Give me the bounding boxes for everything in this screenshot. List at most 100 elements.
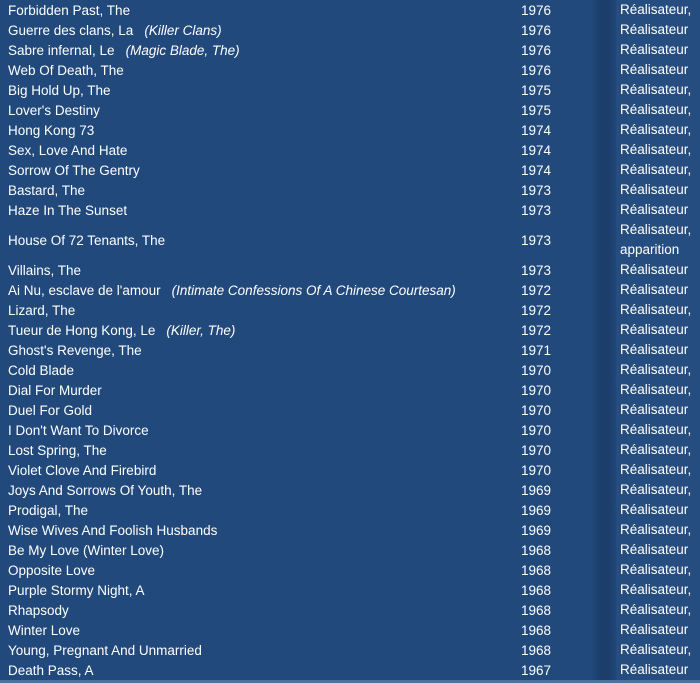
film-title[interactable]: Sorrow Of The Gentry xyxy=(8,162,140,178)
role-text: Réalisateur, xyxy=(620,422,692,437)
film-title[interactable]: Bastard, The xyxy=(8,182,86,198)
film-alt-title: (Magic Blade, The) xyxy=(125,42,240,58)
table-row: Dial For Murder 1970 Réalisateur, xyxy=(0,380,700,400)
film-title[interactable]: Cold Blade xyxy=(8,362,75,378)
film-title[interactable]: Big Hold Up, The xyxy=(8,82,111,98)
film-title[interactable]: Hong Kong 73 xyxy=(8,122,95,138)
table-row: Sabre infernal, Le (Magic Blade, The) 197… xyxy=(0,40,700,60)
film-title[interactable]: House Of 72 Tenants, The xyxy=(8,232,166,248)
role-text: Réalisateur, xyxy=(620,222,692,237)
role-text: Réalisateur, xyxy=(620,162,692,177)
film-title-cell: Prodigal, The xyxy=(8,503,497,518)
role-text: Réalisateur xyxy=(620,622,689,637)
role-text: Réalisateur, xyxy=(620,302,692,317)
year-cell: 1970 xyxy=(520,382,552,398)
table-row: Ghost's Revenge, The 1971 Réalisateur xyxy=(0,340,700,360)
film-title[interactable]: Lost Spring, The xyxy=(8,442,107,458)
year-cell: 1970 xyxy=(520,402,552,418)
role-cell: Réalisateur, xyxy=(575,560,700,580)
table-row: Haze In The Sunset 1973 Réalisateur xyxy=(0,200,700,220)
role-text: Réalisateur, xyxy=(620,482,692,497)
film-title-cell: Web Of Death, The xyxy=(8,63,497,78)
table-row: Forbidden Past, The 1976 Réalisateur, xyxy=(0,0,700,20)
year-cell: 1968 xyxy=(520,642,552,658)
film-title[interactable]: Purple Stormy Night, A xyxy=(8,582,145,598)
film-title[interactable]: Prodigal, The xyxy=(8,502,89,518)
year-cell: 1970 xyxy=(520,462,552,478)
film-alt-title: (Killer Clans) xyxy=(144,22,222,38)
role-cell: Réalisateur, xyxy=(575,140,700,160)
role-text: Réalisateur xyxy=(620,22,689,37)
year-cell: 1968 xyxy=(520,542,552,558)
year-cell: 1976 xyxy=(520,22,552,38)
film-title[interactable]: Sex, Love And Hate xyxy=(8,142,128,158)
year-cell: 1968 xyxy=(520,582,552,598)
table-row: Cold Blade 1970 Réalisateur, xyxy=(0,360,700,380)
film-title[interactable]: Lizard, The xyxy=(8,302,76,318)
film-title[interactable]: Wise Wives And Foolish Husbands xyxy=(8,522,218,538)
film-title[interactable]: Guerre des clans, La xyxy=(8,22,134,38)
film-title[interactable]: Forbidden Past, The xyxy=(8,2,131,18)
film-title[interactable]: Dial For Murder xyxy=(8,382,102,398)
film-title-cell: Ghost's Revenge, The xyxy=(8,343,497,358)
film-title-cell: Purple Stormy Night, A xyxy=(8,583,497,598)
film-title[interactable]: Joys And Sorrows Of Youth, The xyxy=(8,482,203,498)
table-row: Rhapsody 1968 Réalisateur, xyxy=(0,600,700,620)
year-cell: 1975 xyxy=(520,102,552,118)
film-title[interactable]: Be My Love (Winter Love) xyxy=(8,542,165,558)
year-cell: 1971 xyxy=(520,342,552,358)
table-row: I Don't Want To Divorce 1970 Réalisateur… xyxy=(0,420,700,440)
year-cell: 1972 xyxy=(520,282,552,298)
film-title-cell: Young, Pregnant And Unmarried xyxy=(8,643,497,658)
film-title[interactable]: Lover's Destiny xyxy=(8,102,100,118)
film-title-cell: Cold Blade xyxy=(8,363,497,378)
film-title[interactable]: Web Of Death, The xyxy=(8,62,124,78)
role-text: Réalisateur xyxy=(620,502,689,517)
film-title[interactable]: I Don't Want To Divorce xyxy=(8,422,149,438)
table-row: Winter Love 1968 Réalisateur xyxy=(0,620,700,640)
year-cell: 1970 xyxy=(520,422,552,438)
year-cell: 1972 xyxy=(520,302,552,318)
table-row: Guerre des clans, La (Killer Clans) 1976 … xyxy=(0,20,700,40)
film-title[interactable]: Violet Clove And Firebird xyxy=(8,462,157,478)
film-title[interactable]: Ai Nu, esclave de l'amour xyxy=(8,282,161,298)
role-text: Réalisateur, xyxy=(620,382,692,397)
table-row: Sorrow Of The Gentry 1974 Réalisateur, xyxy=(0,160,700,180)
year-cell: 1976 xyxy=(520,62,552,78)
film-title[interactable]: Villains, The xyxy=(8,262,82,278)
film-title[interactable]: Duel For Gold xyxy=(8,402,93,418)
role-cell: Réalisateur, xyxy=(575,580,700,600)
table-row: Death Pass, A 1967 Réalisateur xyxy=(0,660,700,680)
film-title[interactable]: Death Pass, A xyxy=(8,662,94,678)
role-cell: Réalisateur, apparition xyxy=(575,220,700,260)
role-text: Réalisateur, xyxy=(620,142,692,157)
film-title-cell: Joys And Sorrows Of Youth, The xyxy=(8,483,497,498)
film-title[interactable]: Young, Pregnant And Unmarried xyxy=(8,642,202,658)
film-title[interactable]: Tueur de Hong Kong, Le xyxy=(8,322,156,338)
film-title[interactable]: Haze In The Sunset xyxy=(8,202,128,218)
film-title-cell: Tueur de Hong Kong, Le (Killer, The) xyxy=(8,323,497,338)
film-title-cell: Sorrow Of The Gentry xyxy=(8,163,497,178)
role-text: Réalisateur xyxy=(620,342,689,357)
role-cell: Réalisateur, xyxy=(575,360,700,380)
year-cell: 1973 xyxy=(520,202,552,218)
role-text: Réalisateur, xyxy=(620,462,692,477)
film-title[interactable]: Rhapsody xyxy=(8,602,69,618)
table-row: Duel For Gold 1970 Réalisateur xyxy=(0,400,700,420)
film-title[interactable]: Winter Love xyxy=(8,622,81,638)
film-title[interactable]: Sabre infernal, Le xyxy=(8,42,115,58)
film-title[interactable]: Opposite Love xyxy=(8,562,96,578)
film-title-cell: House Of 72 Tenants, The xyxy=(8,233,497,248)
film-title-cell: Ai Nu, esclave de l'amour (Intimate Confe… xyxy=(8,283,497,298)
role-text: Réalisateur xyxy=(620,662,689,677)
role-cell: Réalisateur, xyxy=(575,160,700,180)
film-title-cell: Death Pass, A xyxy=(8,663,497,678)
film-title[interactable]: Ghost's Revenge, The xyxy=(8,342,142,358)
table-row: Bastard, The 1973 Réalisateur xyxy=(0,180,700,200)
film-title-cell: I Don't Want To Divorce xyxy=(8,423,497,438)
table-row: Prodigal, The 1969 Réalisateur xyxy=(0,500,700,520)
year-cell: 1973 xyxy=(520,262,552,278)
role-cell: Réalisateur xyxy=(575,540,700,560)
role-text: Réalisateur xyxy=(620,542,689,557)
